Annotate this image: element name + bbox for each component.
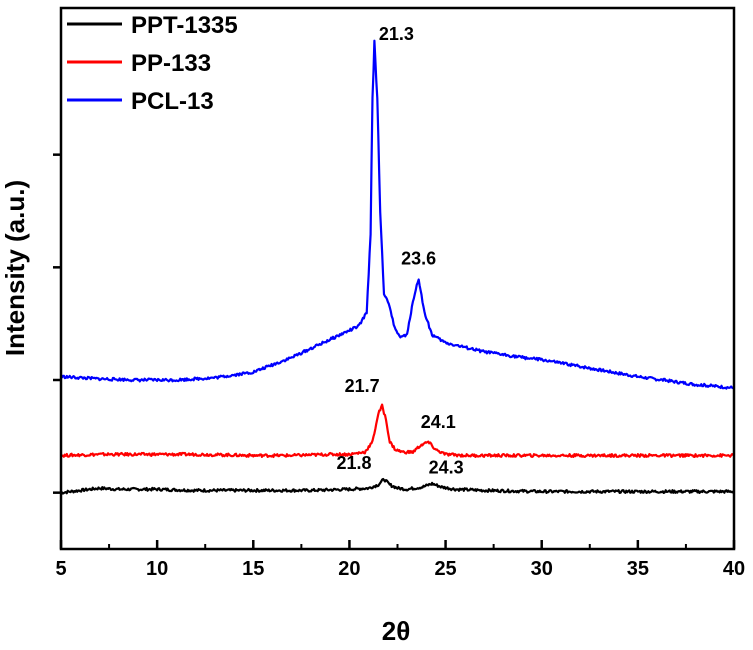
x-tick-label-40: 40 <box>723 558 745 580</box>
x-tick-label-10: 10 <box>146 558 168 580</box>
peak-label-23-6: 23.6 <box>401 249 436 269</box>
legend-label-pcl-13: PCL-13 <box>131 88 214 115</box>
x-tick-label-20: 20 <box>338 558 360 580</box>
x-tick-label-35: 35 <box>627 558 649 580</box>
x-tick-label-30: 30 <box>531 558 553 580</box>
legend: PPT-1335 PP-133 PCL-13 <box>67 12 238 115</box>
series-layer <box>60 39 735 495</box>
series-line-ppt-1335 <box>60 477 735 495</box>
x-axis-label: 2θ <box>382 616 411 646</box>
x-tick-label-25: 25 <box>434 558 456 580</box>
y-axis-label: Intensity (a.u.) <box>0 180 30 356</box>
x-tick-label-5: 5 <box>55 558 66 580</box>
series-line-pp-133 <box>60 403 735 458</box>
peak-label-24-1: 24.1 <box>421 412 456 432</box>
peak-label-21-8: 21.8 <box>337 453 372 473</box>
axes: 5 10 15 20 25 30 35 40 <box>53 6 745 580</box>
peak-label-24-3: 24.3 <box>429 458 464 478</box>
peak-label-21-3: 21.3 <box>379 24 414 44</box>
peak-label-21-7: 21.7 <box>345 376 380 396</box>
legend-label-ppt-1335: PPT-1335 <box>131 12 238 39</box>
annotation-layer: 21.3 23.6 21.7 24.1 21.8 24.3 <box>337 24 464 478</box>
x-tick-label-15: 15 <box>242 558 264 580</box>
legend-label-pp-133: PP-133 <box>131 50 211 77</box>
series-line-pcl-13 <box>60 39 735 390</box>
